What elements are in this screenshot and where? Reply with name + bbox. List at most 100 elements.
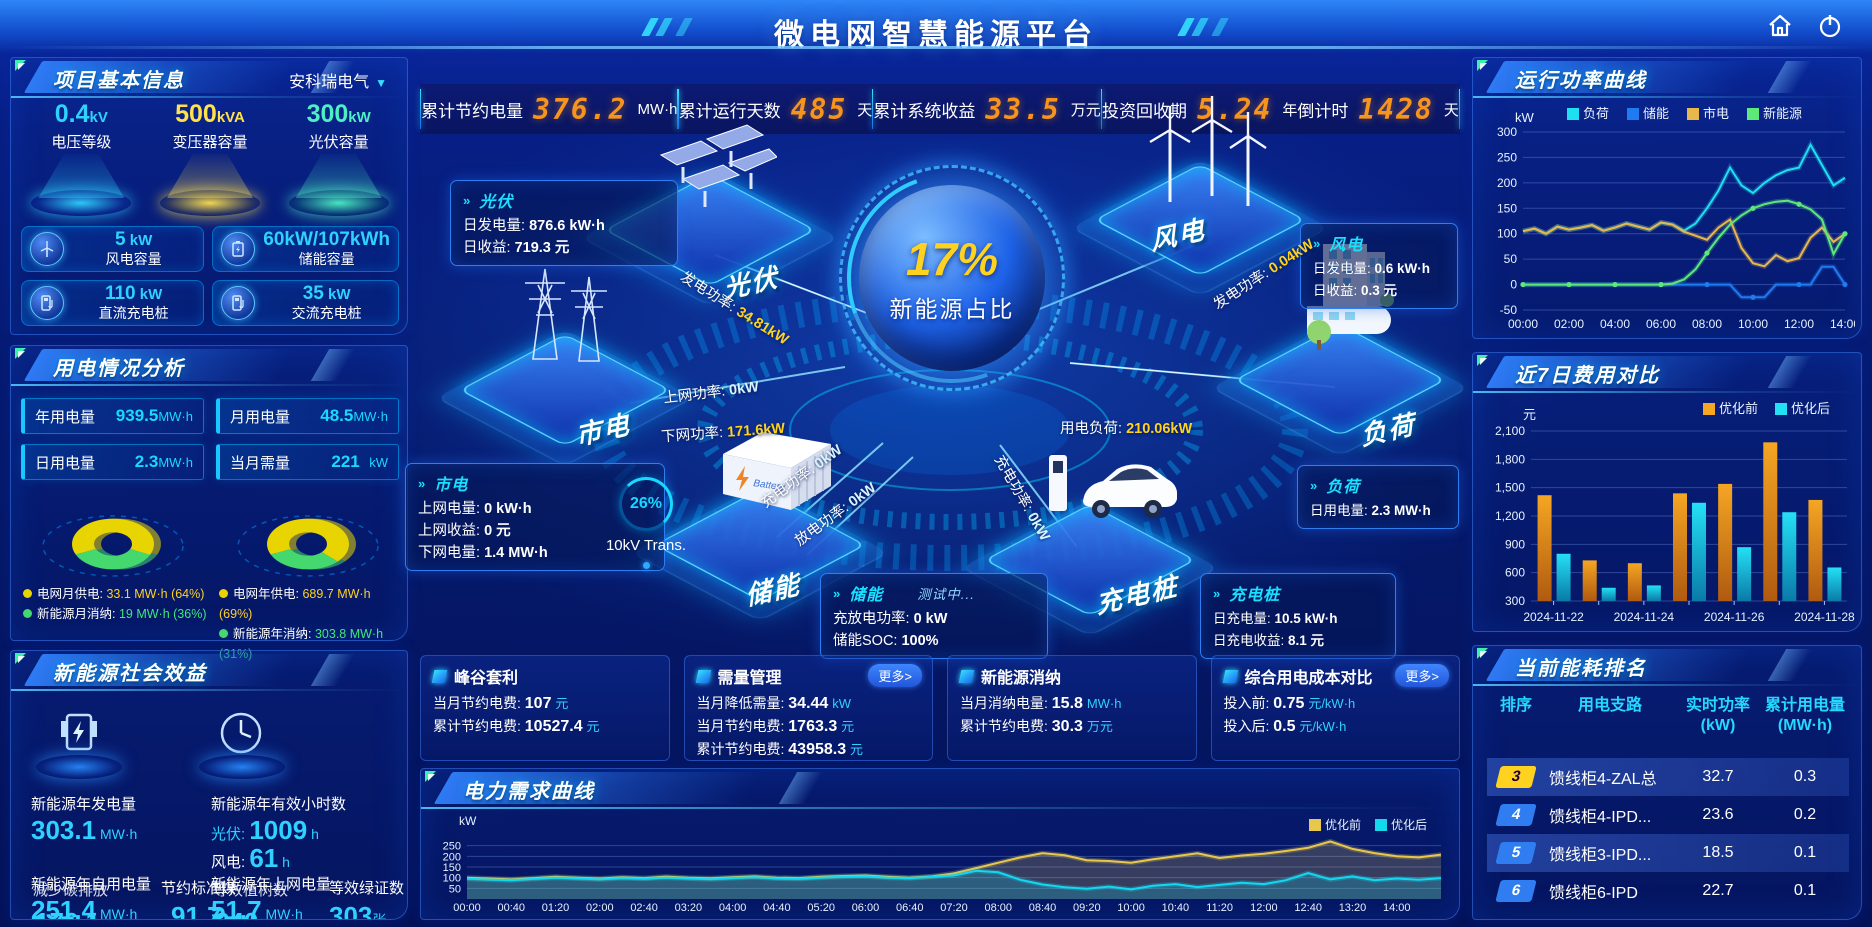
svg-text:00:00: 00:00 [1508,317,1538,331]
svg-text:市电: 市电 [1703,106,1729,121]
svg-text:08:00: 08:00 [985,902,1013,914]
glow-pedestal [288,190,389,216]
legend-item: 电网月供电: 33.1 MW·h (64%) [23,584,207,604]
rank-badge: 6 [1495,880,1537,902]
chevron-right-icon: » [1213,585,1222,601]
panel-title: 运行功率曲线 [1515,70,1647,92]
gen-label: 新能源年发电量 [31,796,137,813]
svg-text:150: 150 [443,862,461,874]
ev-car-charger-icon [1027,427,1178,542]
svg-text:250: 250 [1497,150,1517,164]
kpi-divider [420,89,422,129]
svg-text:06:00: 06:00 [1646,317,1676,331]
dc-charger-icon [30,286,64,320]
svg-text:50: 50 [449,883,461,895]
renewable-share-value: 17% [905,233,999,285]
hours-pv: 光伏: 1009 h [211,815,319,845]
svg-text:04:40: 04:40 [763,902,791,914]
battery-icon [221,232,256,266]
company-dropdown[interactable]: 安科瑞电气 ▼ [289,74,387,91]
rank-badge: 4 [1495,804,1537,826]
svg-text:100: 100 [1497,227,1517,241]
svg-text:优化后: 优化后 [1391,818,1427,832]
rank-badge: 3 [1495,766,1537,788]
power-curve-panel: 运行功率曲线 kW 300 250 200 150 100 50 0 -50 00:00 02:00… [1472,57,1862,339]
self-use-value: 251.4 MW·h [31,895,138,920]
svg-text:06:00: 06:00 [852,902,880,914]
kpi-divider [872,89,874,129]
svg-text:01:20: 01:20 [542,902,570,914]
certs-value: 303张 [329,901,387,920]
panel-corner-icon [1477,648,1499,670]
kpi-payback-period: 投资回收期 5.24 年 [1101,92,1298,126]
svg-text:Battery: Battery [753,478,787,493]
renewable-share-label: 新能源占比 [889,296,1015,322]
panel-corner-icon [15,348,37,370]
rank-badge: 5 [1495,842,1537,864]
svg-text:900: 900 [1505,537,1525,551]
wind-info-card: » 风电 日发电量: 0.6 kW·h 日收益: 0.3 元 [1300,223,1458,309]
power-usage-panel: 用电情况分析 年用电量 939.5MW·h 月用电量 48.5MW·h 日用电量 2.… [10,345,408,661]
kpi-bar: 累计节约电量 376.2 MW·h 累计运行天数 485 天 累计系统收益 33.5 万元 … [420,84,1461,134]
table-row[interactable]: 3 馈线柜4-ZAL总 32.7 0.3 [1487,758,1849,796]
panel-title: 新能源社会效益 [53,663,207,685]
page-title: 微电网智慧能源平台 [774,19,1098,52]
svg-text:04:00: 04:00 [719,902,747,914]
card-renewable-consumption: 新能源消纳 当月消纳电量: 15.8 MW·h 累计节约电费: 30.3 万元 [947,655,1197,761]
card-ac-charger: 35 kW 交流充电桩 [212,280,399,326]
charger-info-card: » 充电桩 日充电量: 10.5 kW·h 日充电收益: 8.1 元 [1200,573,1396,659]
svg-text:04:00: 04:00 [1600,317,1630,331]
ranking-table-header: 排序 用电支路 实时功率 (kW) 累计用电量 (MW·h) [1499,697,1845,734]
stat-month-usage: 月用电量 48.5MW·h [216,398,399,434]
svg-text:13:20: 13:20 [1339,902,1367,914]
renewable-share-orb: 17% 新能源占比 [812,138,1092,418]
svg-text:11:20: 11:20 [1206,902,1233,914]
svg-text:储能: 储能 [1643,106,1669,121]
panel-title: 当前能耗排名 [1515,658,1647,680]
svg-text:1,800: 1,800 [1495,452,1525,466]
svg-text:14:00: 14:00 [1383,902,1411,914]
svg-text:2024-11-24: 2024-11-24 [1614,610,1675,624]
svg-text:元: 元 [1523,407,1536,422]
kpi-divider [1100,89,1102,129]
table-row[interactable]: 5 馈线柜3-IPD... 18.5 0.1 [1487,834,1849,872]
table-row[interactable]: 4 馈线柜4-IPD... 23.6 0.2 [1487,796,1849,834]
stat-month-demand: 当月需量 221 kW [216,444,399,480]
svg-text:250: 250 [443,841,461,853]
podium-pv-capacity: 300kW 光伏容量 [274,100,403,216]
svg-text:100: 100 [443,873,461,885]
svg-text:12:00: 12:00 [1250,902,1278,914]
svg-text:14:00: 14:00 [1830,317,1855,331]
svg-text:07:20: 07:20 [940,902,968,914]
power-icon[interactable] [1816,12,1844,40]
card-peak-valley-arbitrage: 峰谷套利 当月节约电费: 107 元 累计节约电费: 10527.4 元 [420,655,670,761]
coal-label: 节约标准煤 [161,880,237,897]
transmission-tower-icon [505,255,625,380]
svg-text:50: 50 [1504,252,1518,266]
svg-text:2024-11-26: 2024-11-26 [1704,610,1765,624]
svg-text:03:20: 03:20 [675,902,703,914]
storage-info-card: » 储能 测试中... 充放电功率: 0 kW 储能SOC: 100% [820,573,1048,659]
svg-text:优化前: 优化前 [1325,817,1361,832]
to-grid-label: 新能源年上网电量 [211,876,332,893]
ac-charger-icon [221,286,256,320]
gen-value: 303.1 MW·h [31,815,138,845]
more-button[interactable]: 更多> [1395,664,1449,687]
svg-text:12:40: 12:40 [1294,902,1322,914]
more-button[interactable]: 更多> [868,664,922,687]
home-icon[interactable] [1766,12,1794,40]
table-row[interactable]: 6 馈线柜6-IPD 22.7 0.1 [1487,872,1849,910]
glow-pedestal [31,190,132,216]
svg-text:05:20: 05:20 [807,902,835,914]
card-storage-capacity: 60kW/107kWh 储能容量 [212,226,399,272]
card-demand-management: 需量管理 更多> 当月降低需量: 34.44 kW 当月节约电费: 1763.3… [683,655,933,761]
kpi-divider [1458,89,1461,129]
transformer-ring: 26% [619,477,673,531]
svg-text:1,200: 1,200 [1495,509,1525,523]
panel-title: 项目基本信息 [53,70,185,92]
project-info-panel: 项目基本信息 安科瑞电气 ▼ 0.4kV 电压等级 500kVA 变压器容量 30… [10,57,408,335]
card-icon [695,669,711,683]
panel-corner-icon [15,60,37,82]
year-energy-donut-chart [228,494,388,595]
carbon-label: 减少碳排放 [33,882,109,899]
